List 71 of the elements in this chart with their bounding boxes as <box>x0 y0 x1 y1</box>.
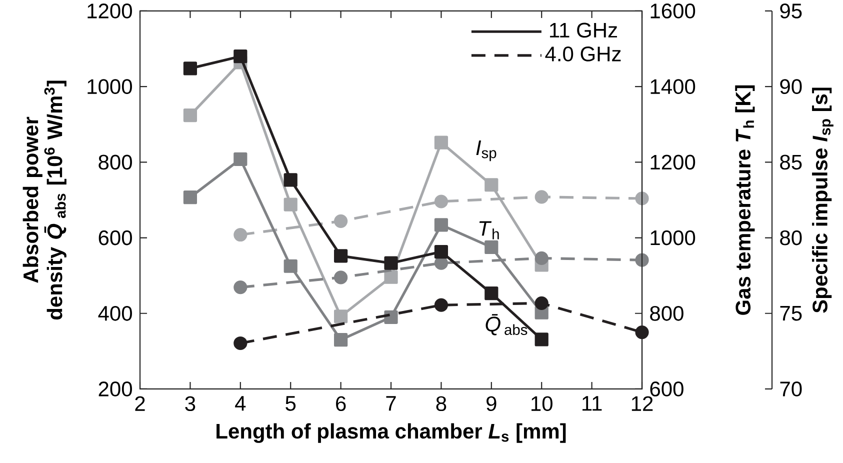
point <box>534 251 548 265</box>
point <box>384 310 398 324</box>
annotation: I$_{sp}$ <box>476 140 496 162</box>
y-tick-label: 200 <box>98 382 132 396</box>
y3-tick-label: 80 <box>780 230 802 246</box>
y-tick-label: 400 <box>98 306 132 321</box>
y-tick-label: 600 <box>98 230 132 246</box>
point <box>334 333 348 347</box>
point <box>334 214 348 228</box>
point <box>534 190 548 204</box>
x-tick-label: 11 <box>582 396 602 411</box>
y3-tick-label: 85 <box>780 154 802 170</box>
point <box>334 270 348 284</box>
x-tick-label: 10 <box>532 396 552 412</box>
point <box>484 178 498 192</box>
point <box>234 280 248 294</box>
point <box>635 325 649 340</box>
point <box>284 198 298 212</box>
point <box>334 310 348 324</box>
y3-tick-label: 95 <box>780 4 802 18</box>
x-tick-label: 5 <box>286 396 296 411</box>
point <box>183 190 198 204</box>
x-tick-label: 12 <box>632 396 653 411</box>
y-tick-label: 800 <box>98 154 132 170</box>
point <box>183 108 198 122</box>
y-tick-label: 1200 <box>88 4 132 18</box>
point <box>484 240 498 254</box>
y2-tick-label: 1600 <box>650 4 696 18</box>
y2-tick-label: 600 <box>650 382 684 396</box>
legend-label: 11 GHz <box>550 22 618 38</box>
x-tick-label: 2 <box>135 396 145 411</box>
point <box>434 298 448 312</box>
y2-tick-label: 800 <box>650 306 684 321</box>
point <box>534 332 548 346</box>
y2-tick-label: 1200 <box>650 154 696 170</box>
x-tick-label: 8 <box>436 396 446 412</box>
y3-tick-label: 75 <box>780 306 802 321</box>
point <box>234 336 248 350</box>
point <box>534 296 548 310</box>
point <box>183 62 198 76</box>
annotation: Q̄$_{abs}$ <box>486 314 528 336</box>
point <box>384 270 398 284</box>
point <box>635 253 649 267</box>
y2-tick-label: 1000 <box>650 230 696 246</box>
x-tick-label: 4 <box>235 396 246 411</box>
y3-axis-title: Specific impulse I$_{sp}$ [s] <box>812 88 834 313</box>
point <box>234 228 248 242</box>
point <box>484 286 498 300</box>
annotation: T$_{h}$ <box>479 221 499 240</box>
point <box>434 136 448 150</box>
x-tick-label: 9 <box>486 396 496 412</box>
point <box>334 249 348 263</box>
y-tick-label: 1000 <box>88 79 132 94</box>
point <box>284 173 298 187</box>
x-tick-label: 7 <box>386 396 396 411</box>
x-tick-label: 3 <box>185 396 196 412</box>
y2-tick-label: 1400 <box>650 79 696 94</box>
y2-axis-title: Gas temperature T$_{h}$ [K] <box>735 85 755 315</box>
y3-tick-label: 90 <box>780 79 802 94</box>
point <box>434 244 448 259</box>
point <box>234 152 248 166</box>
legend-label: 4.0 GHz <box>545 46 621 62</box>
y3-tick-label: 70 <box>780 382 802 396</box>
point <box>635 192 649 206</box>
point <box>434 218 448 232</box>
x-axis-title: Length of plasma chamber L$_{s}$ [mm] <box>216 423 566 443</box>
point <box>234 50 248 64</box>
point <box>434 194 448 208</box>
x-tick-label: 6 <box>336 396 346 412</box>
point <box>384 256 398 270</box>
point <box>284 259 298 273</box>
